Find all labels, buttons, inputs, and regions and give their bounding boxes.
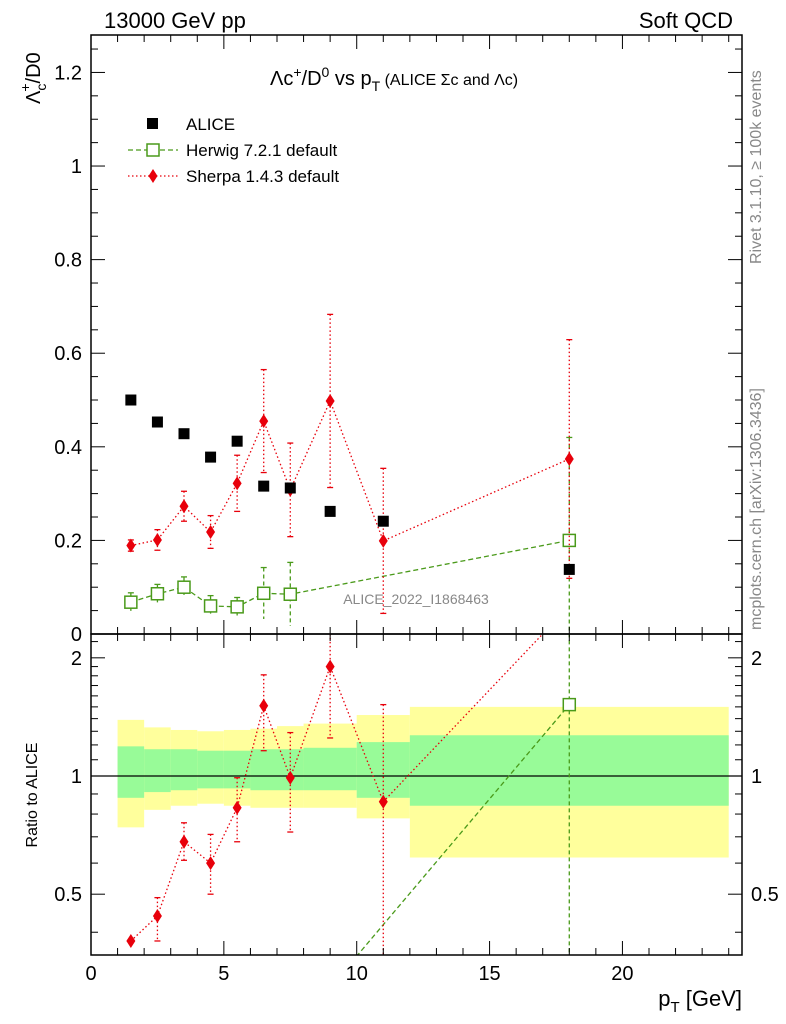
sherpa-line (130, 399, 570, 547)
sherpa-point (259, 414, 269, 429)
ratio-inner-band (117, 746, 145, 798)
mcplots-label: mcplots.cern.ch [arXiv:1306.3436] (748, 388, 765, 630)
ratio-ytick-label-right: 1 (751, 766, 762, 788)
alice-point (563, 563, 575, 575)
ratio-xtick-label: 5 (218, 963, 229, 985)
ratio-sherpa-point (378, 794, 388, 809)
herwig-point (203, 599, 218, 613)
alice-point (284, 482, 296, 494)
rivet-version-label: Rivet 3.1.10, ≥ 100k events (748, 70, 765, 264)
main-plot-title: Λc+/D0 vs pT (ALICE Σc and Λc) (270, 64, 518, 94)
ratio-inner-band (197, 750, 224, 789)
ratio-sherpa-point (179, 834, 189, 849)
legend-label-sherpa: Sherpa 1.4.3 default (186, 167, 339, 186)
main-panel: ALICE_2022_I1868463 0 0.2 0.4 0.6 0.8 1 1.2 Λc… (17, 34, 743, 646)
ratio-ytick-label-right: 2 (751, 648, 762, 670)
sherpa-point (179, 499, 189, 514)
sherpa-point (564, 452, 574, 466)
ratio-inner-band (250, 749, 277, 791)
sherpa-point (325, 393, 335, 408)
sherpa-point (152, 532, 162, 547)
alice-point (231, 435, 243, 447)
herwig-point (256, 586, 271, 601)
ratio-ytick-label-right: 0.5 (751, 884, 779, 906)
ratio-inner-band (144, 749, 171, 793)
alice-point (377, 515, 389, 527)
ratio-xtick-label: 20 (611, 963, 633, 985)
ratio-sherpa-point (206, 856, 216, 871)
header-right-label: Soft QCD (639, 8, 733, 33)
ratio-herwig-line (356, 704, 570, 955)
legend-marker-sherpa (148, 169, 158, 183)
alice-point (258, 480, 270, 492)
ratio-xtick-label: 10 (346, 963, 368, 985)
ratio-sherpa-point (259, 698, 269, 713)
main-ytick-label: 1.2 (54, 62, 82, 84)
ratio-sherpa-point (232, 800, 242, 815)
ratio-inner-band (303, 747, 357, 791)
ratio-y-axis-label: Ratio to ALICE (24, 743, 41, 848)
ratio-ytick-label-left: 1 (71, 766, 82, 788)
alice-point (151, 416, 163, 428)
x-axis-label: pT [GeV] (658, 986, 742, 1016)
ratio-herwig-point (562, 697, 577, 712)
legend-label-alice: ALICE (186, 115, 235, 134)
ratio-inner-band (170, 749, 198, 791)
header-left-label: 13000 GeV pp (104, 8, 246, 33)
alice-point (205, 451, 217, 463)
legend: ALICE Herwig 7.2.1 default Sherpa 1.4.3 … (128, 115, 339, 186)
legend-label-herwig: Herwig 7.2.1 default (186, 141, 337, 160)
ratio-sherpa-point (285, 770, 295, 785)
main-ytick-label: 0 (71, 624, 82, 646)
analysis-watermark: ALICE_2022_I1868463 (343, 591, 489, 607)
alice-point (125, 394, 137, 406)
ratio-ytick-label-left: 0.5 (54, 884, 82, 906)
ratio-panel: 0 5 10 15 20 0.5 0.5 1 1 2 2 Ratio to ALICE pT [Ge… (24, 633, 779, 1016)
alice-point (324, 505, 336, 517)
ratio-plot-frame (90, 633, 743, 956)
sherpa-point (378, 533, 388, 548)
legend-marker-alice (147, 118, 158, 129)
main-ytick-label: 0.2 (54, 530, 82, 552)
herwig-point (177, 580, 191, 594)
ratio-ytick-label-left: 2 (71, 648, 82, 670)
herwig-point (150, 587, 165, 601)
herwig-point (230, 600, 244, 614)
sherpa-point (126, 538, 136, 553)
herwig-point (124, 595, 138, 609)
main-ytick-label: 0.4 (54, 437, 82, 459)
main-ytick-label: 1 (71, 156, 82, 178)
sherpa-point (232, 476, 242, 491)
main-ytick-label: 0.6 (54, 343, 82, 365)
main-ytick-label: 0.8 (54, 250, 82, 272)
ratio-sherpa-point (152, 909, 162, 923)
ratio-sherpa-point (325, 659, 335, 674)
sherpa-point (206, 525, 216, 539)
main-y-axis-label: Λc+/D0 (17, 52, 49, 104)
ratio-xtick-label: 15 (478, 963, 500, 985)
legend-marker-herwig (146, 143, 160, 157)
ratio-xtick-label: 0 (85, 963, 96, 985)
herwig-point (283, 587, 298, 601)
alice-point (178, 428, 190, 440)
ratio-sherpa-point (126, 934, 136, 948)
